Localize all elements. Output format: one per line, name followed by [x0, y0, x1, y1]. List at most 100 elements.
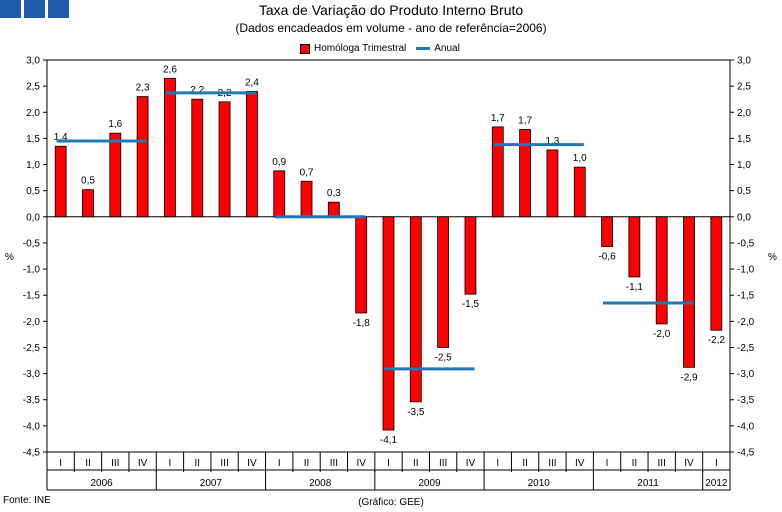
brand-logo: [0, 0, 69, 18]
bar: [491, 126, 504, 218]
bar: [546, 149, 559, 218]
quarter-label: III: [439, 458, 447, 469]
y-tick-label-left: 1,0: [26, 160, 40, 171]
y-tick-label-left: 0,5: [26, 186, 40, 197]
bar-data-label: -2,2: [708, 335, 726, 346]
quarter-label: I: [169, 458, 172, 469]
bar-data-label: 2,3: [136, 83, 150, 94]
quarter-label: II: [194, 458, 200, 469]
bar-data-label: 2,6: [163, 64, 177, 75]
bar: [437, 216, 450, 348]
bar: [519, 129, 531, 218]
y-tick-label-right: 2,5: [737, 82, 751, 93]
quarter-label: I: [59, 458, 62, 469]
y-tick-label-left: 2,0: [26, 108, 40, 119]
bar: [628, 216, 641, 278]
y-tick-label-right: -2,0: [737, 317, 755, 328]
bar-data-label: -1,8: [353, 318, 371, 329]
quarter-label: IV: [138, 458, 148, 469]
y-tick-label-left: -1,5: [23, 291, 41, 302]
y-tick-label-right: 1,0: [737, 160, 751, 171]
year-label: 2012: [705, 478, 728, 489]
year-label: 2006: [91, 478, 114, 489]
bar-data-label: 0,7: [300, 167, 314, 178]
y-axis-label-left: %: [5, 252, 14, 263]
y-tick-label-right: -3,0: [737, 369, 755, 380]
bar-data-label: 2,4: [245, 77, 259, 88]
bar-data-label: 0,9: [272, 157, 286, 168]
bar-data-label: -4,1: [380, 435, 398, 446]
y-tick-label-left: -4,5: [23, 448, 41, 459]
y-tick-label-right: 0,0: [737, 212, 751, 223]
quarter-label: I: [387, 458, 390, 469]
quarter-label: I: [496, 458, 499, 469]
bar-data-label: -2,9: [680, 372, 698, 383]
bar: [273, 170, 286, 218]
bar: [300, 180, 313, 218]
y-tick-label-left: -3,5: [23, 395, 41, 406]
quarter-label: III: [658, 458, 666, 469]
quarter-label: III: [330, 458, 338, 469]
y-tick-label-left: 0,0: [26, 212, 40, 223]
quarter-label: IV: [247, 458, 257, 469]
bar-data-label: -2,5: [435, 352, 453, 363]
chart-subtitle: (Dados encadeados em volume - ano de ref…: [235, 21, 547, 35]
y-tick-label-left: 1,5: [26, 134, 40, 145]
bar: [464, 216, 477, 295]
bar: [573, 166, 586, 218]
quarter-label: I: [278, 458, 281, 469]
quarter-label: IV: [684, 458, 694, 469]
y-tick-label-right: -1,0: [737, 265, 755, 276]
quarter-label: IV: [356, 458, 366, 469]
y-tick-label-left: -2,0: [23, 317, 41, 328]
quarter-label: IV: [466, 458, 476, 469]
bar-data-label: -3,5: [407, 407, 425, 418]
bar-data-label: 1,4: [54, 132, 68, 143]
year-label: 2010: [528, 478, 551, 489]
bar-data-label: 1,6: [108, 119, 122, 130]
quarter-label: III: [111, 458, 119, 469]
quarter-label: II: [632, 458, 638, 469]
legend-line-swatch: [416, 47, 431, 50]
year-label: 2008: [309, 478, 332, 489]
logo-square: [24, 0, 45, 18]
y-tick-label-right: 1,5: [737, 134, 751, 145]
bar: [164, 77, 176, 218]
bar: [191, 98, 204, 218]
quarter-label: III: [548, 458, 556, 469]
logo-square: [48, 0, 69, 18]
quarter-label: IV: [575, 458, 585, 469]
chart-title: Taxa de Variação do Produto Interno Brut…: [258, 2, 524, 18]
y-tick-label-right: 2,0: [737, 108, 751, 119]
year-label: 2009: [418, 478, 441, 489]
bar-data-label: 1,3: [545, 136, 559, 147]
bar: [82, 189, 94, 218]
credit-note: (Gráfico: GEE): [358, 497, 424, 508]
quarter-label: I: [606, 458, 609, 469]
bar: [655, 216, 668, 325]
quarter-label: II: [522, 458, 528, 469]
year-label: 2011: [637, 478, 659, 489]
bar: [245, 90, 258, 218]
quarter-label: III: [220, 458, 228, 469]
bar-data-label: -1,1: [626, 282, 644, 293]
chart-legend: Homóloga Trimestral Anual: [300, 43, 460, 54]
y-tick-label-right: -1,5: [737, 291, 755, 302]
y-tick-label-right: -3,5: [737, 395, 755, 406]
quarter-label: II: [413, 458, 419, 469]
logo-square: [0, 0, 21, 18]
y-tick-label-left: -3,0: [23, 369, 41, 380]
y-tick-label-left: -1,0: [23, 265, 41, 276]
bar-data-label: -0,6: [598, 252, 616, 263]
y-tick-label-right: -4,0: [737, 421, 755, 432]
bar: [54, 145, 67, 218]
y-tick-label-right: -4,5: [737, 448, 755, 459]
bar: [382, 216, 395, 431]
y-tick-label-left: 3,0: [26, 56, 40, 67]
bar-data-label: 1,0: [573, 153, 587, 164]
y-tick-label-right: 0,5: [737, 186, 751, 197]
bar: [218, 101, 231, 218]
bar-data-label: 0,3: [327, 188, 341, 199]
bar: [327, 201, 340, 218]
